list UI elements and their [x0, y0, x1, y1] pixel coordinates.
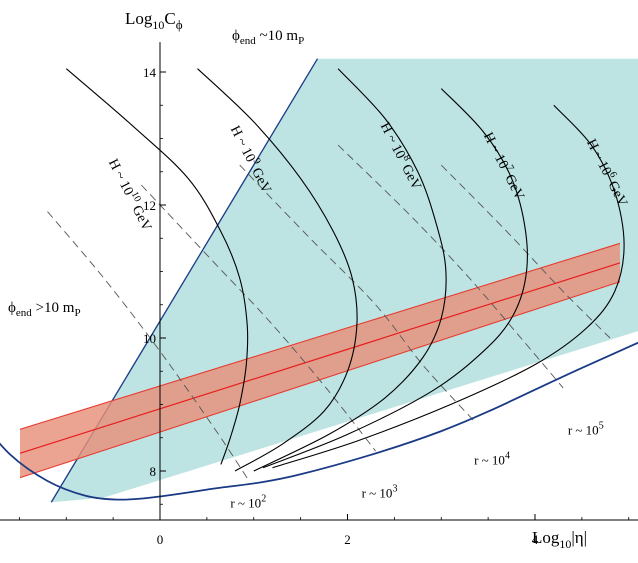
- r-label-4: r ~ 104: [474, 450, 510, 467]
- h-curve-10: [65, 68, 249, 465]
- y-tick-label-10: 10: [143, 331, 156, 346]
- r-label-5: r ~ 105: [568, 420, 604, 437]
- h-curve-8: [253, 68, 447, 472]
- r-line-3: [140, 184, 376, 452]
- solid-curves-layer: [65, 68, 625, 472]
- x-tick-label-2: 2: [344, 532, 351, 547]
- lower-boundary-curve: [0, 341, 638, 501]
- band-center-line: [20, 262, 620, 454]
- r-line-4: [239, 164, 475, 422]
- x-axis-label: Log10|η|: [532, 528, 587, 551]
- phi-end-left-annotation: ϕend >10 mP: [8, 300, 81, 319]
- y-axis-label: Log10Cϕ: [125, 9, 183, 32]
- band-layer: [20, 242, 620, 479]
- x-tick-label-4: 4: [532, 532, 539, 547]
- r-line-6: [440, 164, 611, 339]
- phi-end-top-annotation: ϕend ~10 mP: [232, 28, 304, 47]
- x-tick-label-0: 0: [157, 532, 164, 547]
- h-curve-9: [197, 68, 358, 472]
- dashed-curves-layer: [47, 144, 611, 482]
- y-tick-label-12: 12: [143, 198, 156, 213]
- h-curve-7: [262, 88, 528, 469]
- r-line-2: [47, 211, 250, 482]
- r-line-5: [337, 144, 564, 389]
- y-tick-label-8: 8: [150, 464, 157, 479]
- r-label-3: r ~ 103: [362, 484, 398, 501]
- boundary-layer: [0, 341, 638, 501]
- h-curve-6: [272, 104, 625, 469]
- r-label-2: r ~ 102: [230, 494, 266, 511]
- axes-layer: -202468101214: [0, 42, 638, 547]
- band-fill: [20, 243, 620, 478]
- band-upper-edge: [20, 242, 620, 430]
- y-tick-label-14: 14: [143, 65, 157, 80]
- band-lower-edge: [20, 281, 620, 479]
- h-label-10: H ~ 1010 GeV: [105, 155, 157, 233]
